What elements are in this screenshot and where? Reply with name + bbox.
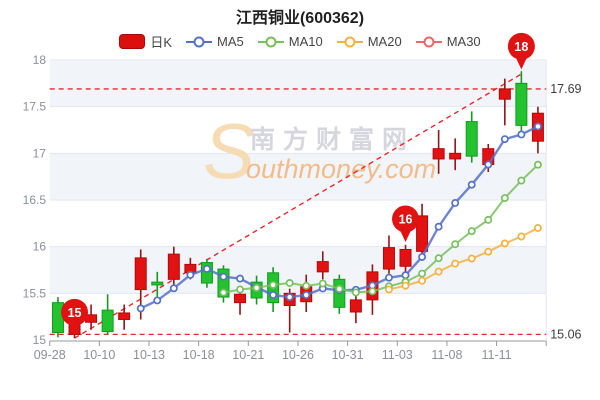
marker-badge-16: 16 bbox=[392, 205, 420, 242]
x-axis-label: 09-28 bbox=[34, 348, 66, 362]
legend-item-ma10[interactable]: MA10 bbox=[257, 34, 323, 49]
candle-11-09[interactable] bbox=[465, 111, 478, 163]
x-axis-label: 10-10 bbox=[83, 348, 115, 362]
ref-line-low: 15.06 bbox=[49, 327, 582, 341]
svg-text:outhmoney.com: outhmoney.com bbox=[246, 154, 436, 184]
x-axis-label: 11-08 bbox=[431, 348, 462, 362]
candle-11-07[interactable] bbox=[432, 130, 445, 174]
svg-text:南方财富网: 南方财富网 bbox=[250, 125, 415, 154]
x-axis-label: 10-26 bbox=[282, 348, 314, 362]
ref-line-high: 17.69 bbox=[49, 82, 582, 96]
y-gridlines: 15 15.5 16 16.5 17 17.5 18 bbox=[23, 53, 547, 347]
x-axis: 09-28 10-10 10-13 10-18 10-21 10-26 10-31 11-03… bbox=[34, 60, 547, 362]
svg-text:S: S bbox=[203, 107, 255, 195]
candle-10-13[interactable] bbox=[151, 271, 164, 300]
candle-11-03[interactable] bbox=[399, 244, 412, 275]
marker-badge-18: 18 bbox=[507, 32, 535, 70]
ref-line-label: 17.69 bbox=[550, 82, 581, 96]
candle-10-24[interactable] bbox=[267, 267, 280, 312]
x-axis-label: 10-18 bbox=[183, 348, 215, 362]
candle-11-02[interactable] bbox=[382, 235, 395, 274]
ma20-series bbox=[385, 224, 542, 294]
badge-value: 16 bbox=[399, 213, 413, 227]
y-axis-label: 16.5 bbox=[23, 193, 47, 207]
chart-legend: 日K MA5 MA10 MA20 MA30 bbox=[0, 32, 600, 51]
legend-item-ma20[interactable]: MA20 bbox=[336, 34, 402, 49]
candle-10-14[interactable] bbox=[167, 246, 180, 290]
y-axis-label: 16 bbox=[33, 240, 47, 254]
x-axis-label: 10-13 bbox=[133, 348, 165, 362]
ma-series-icon bbox=[257, 36, 284, 47]
x-axis-label: 10-21 bbox=[232, 348, 264, 362]
candle-11-04[interactable] bbox=[416, 203, 429, 261]
ref-line-label: 15.06 bbox=[550, 327, 581, 341]
page-title: 江西铜业(600362) bbox=[235, 10, 365, 27]
candle-10-27[interactable] bbox=[316, 251, 329, 280]
x-axis-label: 11-03 bbox=[382, 348, 413, 362]
candle-11-11[interactable] bbox=[498, 78, 511, 126]
candle-10-31[interactable] bbox=[349, 294, 362, 324]
x-axis-label: 11-11 bbox=[481, 348, 511, 362]
y-axis-label: 17 bbox=[33, 146, 47, 160]
legend-item-ma5[interactable]: MA5 bbox=[186, 34, 244, 49]
candle-10-10[interactable] bbox=[101, 294, 114, 335]
candle-series-icon bbox=[119, 34, 146, 49]
x-axis-label: 10-31 bbox=[332, 348, 364, 362]
legend-item-日k[interactable]: 日K bbox=[119, 32, 172, 51]
legend-label: MA5 bbox=[217, 34, 244, 49]
badge-value: 15 bbox=[68, 306, 82, 320]
candle-10-19[interactable] bbox=[217, 265, 230, 303]
grid-bands bbox=[49, 60, 547, 294]
trend-line bbox=[74, 73, 522, 339]
badge-value: 18 bbox=[514, 40, 528, 54]
legend-item-ma30[interactable]: MA30 bbox=[415, 34, 481, 49]
legend-label: MA20 bbox=[367, 34, 402, 49]
legend-label: MA10 bbox=[288, 34, 323, 49]
marker-badge-15: 15 bbox=[61, 298, 89, 336]
y-axis-label: 18 bbox=[33, 53, 47, 67]
ma10-series bbox=[219, 160, 542, 297]
candle-09-28[interactable] bbox=[51, 297, 64, 338]
legend-label: 日K bbox=[150, 35, 173, 50]
candles-series[interactable] bbox=[51, 71, 544, 339]
ma-series-icon bbox=[186, 36, 213, 47]
candle-11-14[interactable] bbox=[515, 71, 528, 134]
ma-series-icon bbox=[415, 36, 442, 47]
y-axis-label: 17.5 bbox=[23, 100, 47, 114]
candle-10-11[interactable] bbox=[118, 304, 131, 330]
y-axis-label: 15 bbox=[33, 333, 47, 347]
candle-11-08[interactable] bbox=[449, 138, 462, 171]
candle-10-18[interactable] bbox=[200, 258, 213, 288]
y-axis-label: 15.5 bbox=[23, 286, 47, 300]
ma-series-icon bbox=[336, 36, 363, 47]
legend-label: MA30 bbox=[446, 34, 481, 49]
